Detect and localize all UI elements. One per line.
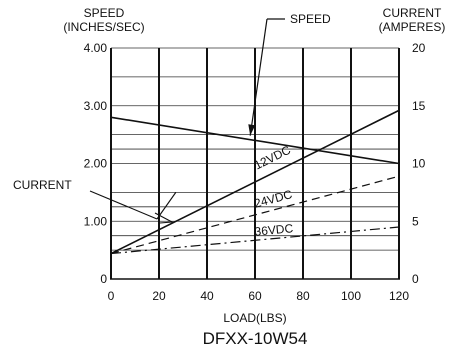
right-tick-label: 15 (412, 99, 426, 113)
right-axis-title-line1: CURRENT (383, 6, 442, 20)
series-label: 36VDC (254, 221, 294, 239)
series-line (110, 226, 400, 255)
left-tick-label: 0 (100, 272, 107, 286)
series-lines (110, 109, 400, 255)
left-axis-title-line2: (INCHES/SEC) (63, 20, 144, 34)
current-leader-line (89, 190, 158, 220)
speed-arrow-head (248, 124, 256, 136)
x-tick-label: 80 (296, 289, 310, 303)
left-tick-label: 1.00 (84, 214, 108, 228)
x-tick-label: 0 (108, 289, 115, 303)
series-line (110, 116, 400, 165)
current-arrow-head (154, 212, 174, 224)
x-tick-label: 40 (200, 289, 214, 303)
chart-title: DFXX-10W54 (203, 329, 308, 348)
right-tick-label: 20 (412, 41, 426, 55)
right-tick-label: 10 (412, 157, 426, 171)
x-tick-label: 120 (389, 289, 409, 303)
x-tick-label: 100 (341, 289, 361, 303)
speed-arrow-line (249, 18, 268, 136)
series-label: 12VDC (252, 143, 293, 173)
current-annotation-label: CURRENT (13, 178, 72, 192)
x-tick-label: 60 (248, 289, 262, 303)
left-tick-label: 3.00 (84, 99, 108, 113)
current-arrow-line (156, 192, 177, 220)
series-line (110, 109, 400, 255)
x-axis-title: LOAD(LBS) (223, 311, 286, 325)
x-tick-label: 20 (152, 289, 166, 303)
right-axis-title-line2: (AMPERES) (379, 20, 446, 34)
left-tick-label: 2.00 (84, 157, 108, 171)
left-tick-label: 4.00 (84, 41, 108, 55)
tick-labels: 0 1.00 2.00 3.00 4.00 0 5 10 15 20 0 20 40 60 80 100 120 (84, 41, 426, 303)
series-line (110, 175, 400, 255)
speed-annotation-label: SPEED (290, 12, 331, 26)
right-tick-label: 5 (412, 214, 419, 228)
right-tick-label: 0 (412, 272, 419, 286)
left-axis-title-line1: SPEED (84, 6, 125, 20)
